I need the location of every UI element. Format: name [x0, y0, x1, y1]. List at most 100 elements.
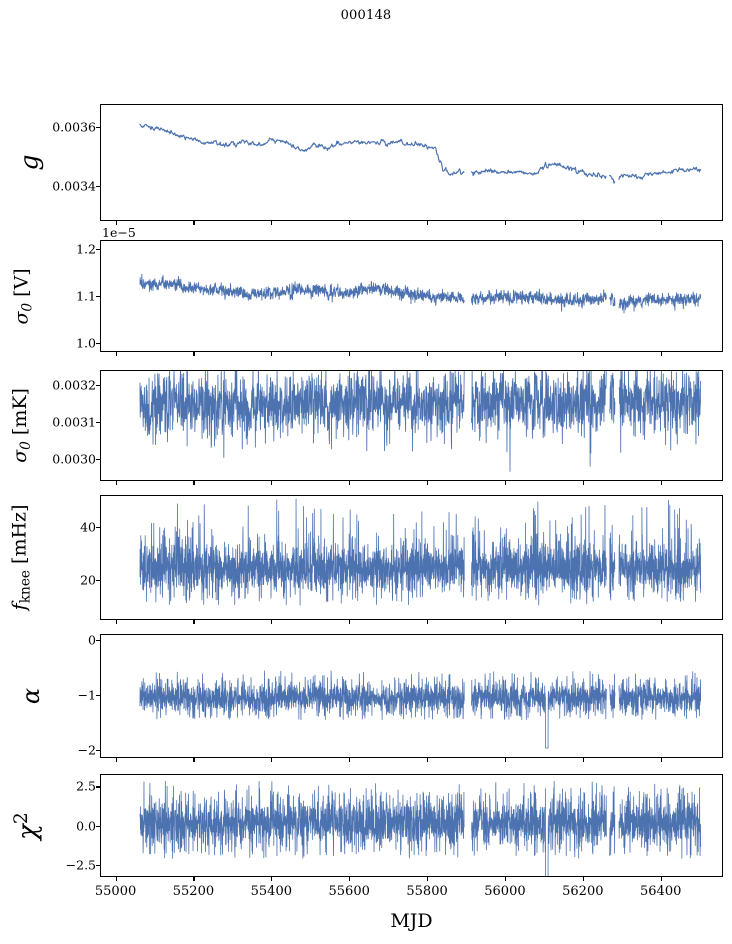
- x-tick-mark: [427, 877, 429, 881]
- panel-frame-2: [100, 370, 723, 481]
- x-tick-label: 56400: [640, 884, 682, 899]
- y-tick-mark: [96, 249, 100, 251]
- x-tick-label: 56000: [484, 884, 526, 899]
- x-tick-mark: [582, 481, 584, 485]
- x-tick-mark: [349, 758, 351, 762]
- x-tick-mark: [504, 352, 507, 356]
- y-tick-label: 0.0032: [52, 377, 96, 393]
- data-trace-3: [139, 498, 702, 606]
- y-tick-mark: [96, 384, 100, 386]
- y-tick-label: 2.5: [76, 778, 96, 794]
- x-tick-mark: [349, 877, 351, 881]
- figure-title: 000148: [340, 8, 392, 23]
- y-tick-mark: [96, 185, 100, 187]
- y-tick-label: 40: [80, 519, 96, 535]
- x-tick-mark: [193, 877, 195, 881]
- y-axis-label-5: χ2: [11, 811, 43, 840]
- y-tick-mark: [96, 458, 100, 460]
- x-tick-mark: [271, 481, 273, 485]
- x-tick-mark: [504, 877, 507, 881]
- x-tick-mark: [271, 758, 273, 762]
- panel-frame-5: [100, 774, 723, 877]
- y-tick-label: 0: [88, 632, 96, 647]
- y-tick-label: 20: [80, 572, 96, 588]
- x-tick-mark: [427, 221, 429, 225]
- x-tick-mark: [504, 758, 507, 762]
- y-axis-label-3: fknee [mHz]: [8, 504, 34, 611]
- x-tick-mark: [582, 620, 584, 624]
- x-tick-label: 56200: [562, 884, 604, 899]
- x-tick-mark: [193, 758, 195, 762]
- y-tick-mark: [96, 342, 100, 344]
- plot-panel-4: [100, 634, 723, 758]
- y-tick-label: 0.0031: [52, 414, 96, 430]
- y-axis-label-1: σ0 [V]: [10, 267, 36, 325]
- y-tick-mark: [96, 749, 100, 751]
- x-tick-mark: [582, 221, 584, 225]
- y-tick-mark: [96, 694, 100, 696]
- x-tick-mark: [582, 758, 584, 762]
- y-axis-label-2: σ0 [mK]: [8, 388, 34, 463]
- y-tick-mark: [96, 580, 100, 582]
- x-tick-mark: [427, 352, 429, 356]
- y-axis-label-0: g: [14, 154, 44, 171]
- y-tick-label: 0.0030: [52, 451, 96, 467]
- panel-frame-1: [100, 240, 723, 352]
- x-tick-mark: [115, 352, 117, 356]
- x-tick-mark: [427, 481, 429, 485]
- x-tick-label: 55800: [406, 884, 448, 899]
- plot-panel-3: [100, 495, 723, 620]
- y-tick-label: 0.0034: [52, 178, 96, 194]
- x-tick-mark: [271, 352, 273, 356]
- x-tick-mark: [660, 481, 662, 485]
- plot-panel-1: [100, 240, 723, 352]
- y-tick-label: −1: [77, 687, 96, 703]
- x-tick-mark: [660, 620, 662, 624]
- y-tick-mark: [96, 786, 100, 788]
- y-axis-label-4: α: [17, 687, 45, 705]
- x-tick-mark: [349, 221, 351, 225]
- panel-frame-0: [100, 104, 723, 221]
- x-tick-mark: [504, 620, 507, 624]
- y-tick-label: 1.2: [76, 241, 96, 257]
- x-tick-mark: [115, 481, 117, 485]
- x-tick-mark: [427, 758, 429, 762]
- plot-panel-0: [100, 104, 723, 221]
- x-tick-mark: [115, 758, 117, 762]
- x-tick-label: 55000: [94, 884, 137, 899]
- x-tick-mark: [582, 352, 584, 356]
- x-tick-mark: [349, 352, 351, 356]
- y-tick-label: 0.0: [76, 818, 96, 833]
- y-tick-label: −2: [77, 742, 96, 758]
- y-tick-label: −2.5: [65, 857, 96, 872]
- y-tick-mark: [96, 127, 100, 129]
- x-tick-mark: [582, 877, 584, 881]
- x-tick-mark: [271, 877, 273, 881]
- x-tick-mark: [349, 481, 351, 485]
- y-tick-mark: [96, 526, 100, 528]
- data-trace-4: [139, 670, 702, 749]
- x-tick-mark: [660, 877, 662, 881]
- y-tick-mark: [96, 421, 100, 423]
- x-tick-label: 55400: [250, 884, 292, 899]
- x-tick-mark: [504, 481, 507, 485]
- panel-frame-3: [100, 495, 723, 620]
- data-trace-0: [139, 123, 702, 184]
- y-tick-mark: [96, 296, 100, 298]
- x-tick-label: 55200: [172, 884, 215, 899]
- x-tick-mark: [193, 481, 195, 485]
- x-tick-mark: [193, 352, 195, 356]
- x-axis-label: MJD: [390, 910, 433, 932]
- x-tick-mark: [115, 221, 117, 225]
- y-tick-label: 1.1: [76, 288, 96, 304]
- x-tick-mark: [660, 758, 662, 762]
- x-tick-mark: [193, 620, 195, 624]
- x-tick-mark: [193, 221, 195, 225]
- y-tick-mark: [96, 825, 100, 827]
- x-tick-mark: [427, 620, 429, 624]
- data-trace-1: [139, 273, 702, 314]
- x-tick-mark: [115, 620, 117, 624]
- data-trace-5: [139, 780, 702, 876]
- x-tick-mark: [660, 221, 662, 225]
